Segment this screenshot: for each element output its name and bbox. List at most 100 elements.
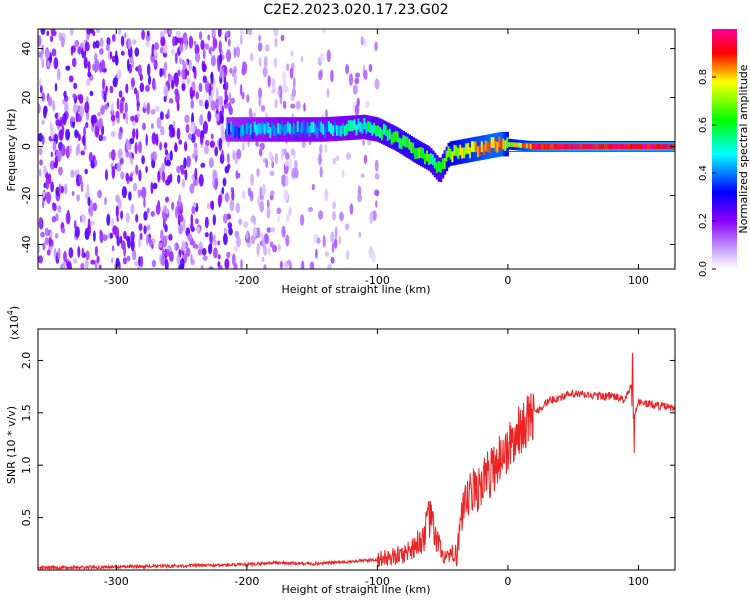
noise-speckle: [146, 102, 151, 115]
ridge-core: [429, 153, 433, 164]
ridge-core: [457, 147, 460, 159]
noise-speckle: [98, 117, 103, 130]
noise-speckle: [134, 87, 137, 95]
noise-speckle: [193, 142, 198, 149]
noise-speckle: [191, 133, 196, 143]
snr-frame: [37, 328, 676, 571]
noise-speckle: [138, 223, 143, 232]
ridge-core: [269, 127, 272, 138]
noise-speckle: [274, 37, 278, 48]
noise-speckle: [116, 216, 119, 222]
noise-speckle: [261, 237, 265, 248]
noise-speckle: [290, 103, 296, 109]
ridge-core: [322, 123, 325, 135]
noise-speckle: [92, 41, 97, 49]
noise-speckle: [95, 29, 101, 34]
noise-speckle: [89, 209, 94, 218]
noise-speckle: [221, 186, 225, 195]
noise-speckle: [111, 34, 116, 42]
ridge-core: [251, 127, 255, 139]
noise-speckle: [169, 150, 173, 161]
noise-speckle: [218, 265, 223, 269]
colorbar-label: Normalized spectral amplitude: [737, 64, 750, 233]
noise-speckle: [98, 264, 102, 269]
ridge-core: [543, 144, 547, 149]
noise-speckle: [245, 231, 249, 240]
noise-speckle: [210, 55, 216, 67]
ridge-core: [608, 144, 611, 149]
noise-speckle: [216, 113, 220, 122]
noise-speckle: [130, 115, 135, 122]
ridge-core: [392, 132, 396, 143]
noise-speckle: [204, 232, 209, 238]
noise-speckle: [116, 97, 120, 110]
ridge-core: [453, 144, 456, 156]
noise-speckle: [105, 44, 110, 51]
ridge-core: [490, 137, 494, 148]
ridge-core: [265, 122, 268, 134]
noise-speckle: [80, 262, 85, 269]
noise-speckle: [269, 170, 275, 176]
noise-speckle: [222, 177, 227, 187]
noise-speckle: [266, 207, 271, 218]
noise-speckle: [81, 247, 85, 258]
ridge-core: [506, 137, 509, 149]
ridge-core: [651, 144, 654, 149]
noise-speckle: [41, 191, 46, 198]
noise-speckle: [101, 104, 105, 114]
ridge-core: [271, 121, 274, 133]
noise-speckle: [150, 123, 154, 129]
ridge-core: [553, 144, 556, 149]
ridge-core: [363, 118, 366, 129]
noise-speckle: [220, 114, 224, 124]
ridge-core: [382, 123, 386, 135]
noise-speckle: [159, 68, 163, 78]
noise-speckle: [97, 189, 103, 199]
noise-speckle: [191, 205, 196, 215]
ridge-core: [660, 144, 664, 149]
noise-speckle: [223, 233, 228, 246]
noise-speckle: [213, 247, 218, 259]
spectrogram-frame: [37, 28, 676, 270]
noise-speckle: [71, 57, 77, 68]
noise-speckle: [165, 235, 168, 241]
ridge-core: [559, 144, 562, 149]
noise-speckle: [143, 225, 147, 235]
noise-speckle: [135, 164, 139, 175]
ridge-core: [561, 144, 564, 149]
noise-speckle: [253, 112, 256, 118]
ridge-core: [247, 121, 251, 133]
noise-speckle: [236, 236, 241, 248]
ridge-core: [375, 125, 378, 137]
ridge-core: [518, 142, 521, 148]
noise-speckle: [125, 83, 129, 94]
noise-speckle: [110, 131, 116, 138]
noise-speckle: [195, 52, 201, 63]
noise-speckle: [160, 125, 165, 136]
noise-speckle: [177, 174, 181, 184]
ridge-core: [480, 141, 484, 153]
noise-speckle: [58, 183, 62, 196]
noise-speckle: [222, 213, 228, 224]
ridge-core: [525, 143, 529, 149]
noise-speckle: [239, 29, 245, 35]
ridge-core: [410, 142, 413, 153]
ridge-core: [369, 122, 372, 133]
noise-speckle: [109, 85, 114, 94]
noise-speckle: [168, 98, 174, 104]
noise-speckle: [166, 159, 171, 167]
ridge-core: [521, 143, 525, 148]
noise-speckle: [181, 263, 184, 269]
ridge-core: [590, 144, 594, 149]
ridge-core: [226, 124, 229, 136]
noise-speckle: [224, 258, 230, 269]
ridge-core: [243, 126, 247, 138]
noise-speckle: [173, 243, 177, 250]
noise-speckle: [162, 237, 167, 248]
noise-speckle: [333, 238, 338, 249]
noise-speckle: [150, 109, 156, 115]
ridge-core: [602, 144, 605, 149]
noise-speckle: [205, 139, 210, 147]
noise-speckle: [45, 178, 50, 190]
noise-speckle: [159, 46, 164, 54]
